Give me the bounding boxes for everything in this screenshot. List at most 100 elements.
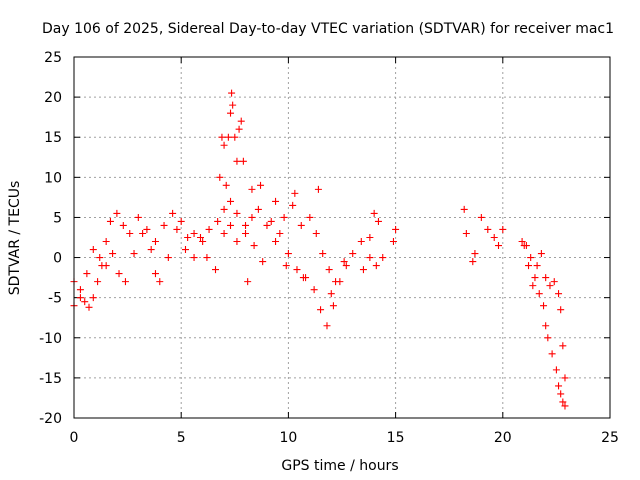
- data-point: [557, 390, 565, 398]
- y-tick-label: -5: [48, 291, 62, 307]
- data-point: [169, 209, 177, 217]
- data-point: [228, 89, 236, 97]
- data-point: [272, 197, 280, 205]
- series-group: [244, 181, 507, 298]
- data-point: [559, 398, 567, 406]
- data-point: [89, 294, 97, 302]
- data-point: [548, 350, 556, 358]
- data-point: [518, 238, 526, 246]
- data-point: [94, 278, 102, 286]
- data-point: [139, 229, 147, 237]
- data-point: [257, 181, 265, 189]
- data-point: [477, 213, 485, 221]
- data-point: [164, 254, 172, 262]
- data-point: [81, 298, 89, 306]
- x-tick-label: 5: [177, 430, 186, 446]
- data-point: [259, 258, 267, 266]
- data-point: [242, 221, 250, 229]
- data-point: [291, 189, 299, 197]
- data-point: [366, 234, 374, 241]
- data-point: [529, 282, 537, 290]
- y-tick-label: -15: [39, 371, 62, 387]
- plot-frame: [73, 56, 611, 419]
- data-point: [555, 382, 563, 390]
- data-point: [312, 229, 320, 237]
- data-point: [372, 262, 380, 270]
- data-point: [224, 133, 232, 141]
- data-point: [126, 229, 134, 237]
- data-point: [190, 229, 198, 237]
- data-point: [319, 250, 327, 258]
- data-point: [96, 254, 104, 262]
- data-point: [357, 238, 365, 246]
- data-point: [544, 334, 552, 342]
- data-point: [327, 290, 335, 298]
- x-axis-label: GPS time / hours: [281, 458, 398, 474]
- data-point: [151, 238, 159, 246]
- data-point: [220, 141, 228, 149]
- data-point: [329, 302, 337, 310]
- data-point: [272, 238, 280, 246]
- data-point: [233, 238, 241, 246]
- data-point: [370, 209, 378, 217]
- data-point: [297, 221, 305, 229]
- data-point: [227, 197, 235, 205]
- data-point: [147, 246, 155, 254]
- data-point: [239, 157, 247, 165]
- data-point: [561, 402, 569, 410]
- data-point: [550, 278, 558, 286]
- data-point: [533, 262, 541, 270]
- data-point: [254, 205, 262, 213]
- data-point: [143, 225, 151, 233]
- y-tick-label: 0: [53, 251, 62, 267]
- data-point: [462, 229, 470, 237]
- data-point: [276, 229, 284, 237]
- data-point: [499, 225, 507, 233]
- data-point: [237, 117, 245, 125]
- data-point: [177, 217, 185, 225]
- data-point: [199, 238, 207, 246]
- data-point: [113, 209, 121, 217]
- data-point: [317, 306, 325, 314]
- data-point: [216, 173, 224, 181]
- data-point: [214, 217, 222, 225]
- data-series: [70, 89, 569, 410]
- data-point: [248, 213, 256, 221]
- x-tick-label: 10: [279, 430, 297, 446]
- x-tick-label: 25: [601, 430, 619, 446]
- y-tick-label: -10: [39, 331, 62, 347]
- data-point: [306, 213, 314, 221]
- data-point: [130, 250, 138, 258]
- y-tick-label: 5: [53, 210, 62, 226]
- data-point: [76, 286, 84, 294]
- data-point: [83, 270, 91, 278]
- data-point: [323, 322, 331, 330]
- data-point: [314, 185, 322, 193]
- series-group: [518, 238, 569, 410]
- data-point: [220, 229, 228, 237]
- data-point: [289, 201, 297, 209]
- data-point: [349, 250, 357, 258]
- data-point: [151, 270, 159, 278]
- data-point: [293, 266, 301, 274]
- data-point: [233, 157, 241, 165]
- data-point: [235, 125, 243, 133]
- data-point: [490, 234, 498, 241]
- data-point: [552, 366, 560, 374]
- data-point: [248, 185, 256, 193]
- y-tick-label: 15: [44, 130, 62, 146]
- series-group: [70, 197, 340, 311]
- data-point: [121, 278, 129, 286]
- data-point: [546, 282, 554, 290]
- data-point: [282, 262, 290, 270]
- data-point: [229, 101, 237, 109]
- data-point: [471, 250, 479, 258]
- grid: [74, 57, 610, 418]
- data-point: [227, 109, 235, 117]
- data-point: [181, 246, 189, 254]
- y-tick-label: 25: [44, 50, 62, 66]
- data-point: [231, 133, 239, 141]
- y-tick-label: 10: [44, 170, 62, 186]
- data-point: [359, 266, 367, 274]
- data-point: [109, 250, 117, 258]
